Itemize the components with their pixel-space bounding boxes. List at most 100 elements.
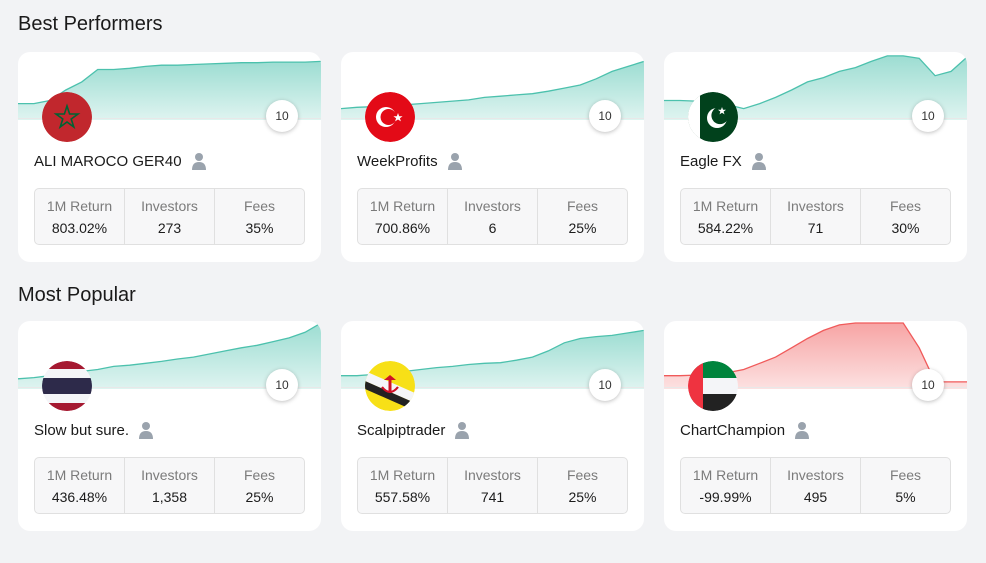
- trader-name[interactable]: Slow but sure.: [34, 421, 130, 439]
- stat-value: 30%: [891, 219, 920, 236]
- risk-score-badge: 10: [912, 100, 944, 132]
- stat-label: 1M Return: [369, 466, 436, 483]
- stat-value: 5%: [895, 488, 916, 505]
- stats-panel: 1M Return -99.99% Investors 495 Fees 5%: [680, 457, 951, 514]
- stat-value: 1,358: [151, 488, 188, 505]
- stat-label: Investors: [464, 197, 521, 214]
- user-icon: [455, 422, 470, 439]
- chart-area: [664, 55, 967, 120]
- stat-1m-return: 1M Return 557.58%: [358, 458, 448, 513]
- stat-value: 584.22%: [697, 219, 754, 236]
- turkey-flag-icon: [365, 92, 415, 142]
- trader-card-ali-maroco-ger40[interactable]: 10 ALI MAROCO GER40 1M Return 803.02% Inv…: [18, 52, 321, 262]
- user-icon: [447, 153, 462, 170]
- stat-label: Investors: [141, 197, 198, 214]
- stat-value: 700.86%: [374, 219, 431, 236]
- pakistan-flag-icon: [688, 92, 738, 142]
- thailand-flag-icon: [42, 361, 92, 411]
- chart-area: [18, 61, 321, 120]
- stat-label: Investors: [787, 197, 844, 214]
- stat-label: Fees: [243, 466, 276, 483]
- stat-fees: Fees 25%: [215, 458, 304, 513]
- stat-fees: Fees 35%: [215, 189, 304, 244]
- stat-fees: Fees 5%: [861, 458, 950, 513]
- risk-score-badge: 10: [266, 100, 298, 132]
- trader-name[interactable]: Eagle FX: [680, 152, 742, 170]
- stat-investors: Investors 741: [448, 458, 538, 513]
- stat-label: 1M Return: [46, 466, 113, 483]
- equity-chart: [18, 60, 321, 120]
- morocco-flag-icon: [42, 92, 92, 142]
- stat-label: Fees: [889, 466, 922, 483]
- stat-value: 436.48%: [51, 488, 108, 505]
- stats-panel: 1M Return 700.86% Investors 6 Fees 25%: [357, 188, 628, 245]
- stat-investors: Investors 6: [448, 189, 538, 244]
- user-icon: [795, 422, 810, 439]
- stat-label: Fees: [566, 466, 599, 483]
- stat-1m-return: 1M Return -99.99%: [681, 458, 771, 513]
- stat-fees: Fees 25%: [538, 458, 627, 513]
- section-title-best-performers: Best Performers: [18, 13, 163, 35]
- trader-name[interactable]: WeekProfits: [357, 152, 438, 170]
- stat-label: 1M Return: [46, 197, 113, 214]
- trader-card-weekprofits[interactable]: 10 WeekProfits 1M Return 700.86% Investor…: [341, 52, 644, 262]
- stats-panel: 1M Return 436.48% Investors 1,358 Fees 25%: [34, 457, 305, 514]
- stat-value: 35%: [245, 219, 274, 236]
- stat-value: 6: [488, 219, 497, 236]
- chart-area: [664, 323, 967, 389]
- stat-label: Investors: [787, 466, 844, 483]
- trader-card-scalpiptrader[interactable]: 10 Scalpiptrader 1M Return 557.58% Invest…: [341, 321, 644, 531]
- stat-investors: Investors 495: [771, 458, 861, 513]
- stat-investors: Investors 273: [125, 189, 215, 244]
- uae-flag-icon: [688, 361, 738, 411]
- stat-label: Investors: [464, 466, 521, 483]
- chart-baseline: [18, 118, 321, 119]
- brunei-flag-icon: [365, 361, 415, 411]
- chart-baseline: [664, 118, 967, 119]
- stat-label: 1M Return: [369, 197, 436, 214]
- stat-fees: Fees 25%: [538, 189, 627, 244]
- stat-value: 273: [157, 219, 182, 236]
- risk-score-badge: 10: [266, 369, 298, 401]
- stat-1m-return: 1M Return 436.48%: [35, 458, 125, 513]
- chart-baseline: [18, 387, 321, 388]
- stat-label: Fees: [566, 197, 599, 214]
- chart-area: [341, 330, 644, 389]
- stat-value: 25%: [245, 488, 274, 505]
- stat-investors: Investors 71: [771, 189, 861, 244]
- stat-value: 25%: [568, 219, 597, 236]
- stat-fees: Fees 30%: [861, 189, 950, 244]
- user-icon: [751, 153, 766, 170]
- stat-value: 71: [807, 219, 824, 236]
- trader-card-slow-but-sure[interactable]: 10 Slow but sure. 1M Return 436.48% Inves…: [18, 321, 321, 531]
- trader-name[interactable]: Scalpiptrader: [357, 421, 446, 439]
- stat-value: 25%: [568, 488, 597, 505]
- stats-panel: 1M Return 557.58% Investors 741 Fees 25%: [357, 457, 628, 514]
- trader-card-eagle-fx[interactable]: 10 Eagle FX 1M Return 584.22% Investors 71…: [664, 52, 967, 262]
- stat-label: Fees: [889, 197, 922, 214]
- stat-label: 1M Return: [692, 197, 759, 214]
- chart-baseline: [341, 118, 644, 119]
- stat-label: Investors: [141, 466, 198, 483]
- stat-value: 803.02%: [51, 219, 108, 236]
- stats-panel: 1M Return 803.02% Investors 273 Fees 35%: [34, 188, 305, 245]
- stat-investors: Investors 1,358: [125, 458, 215, 513]
- user-icon: [139, 422, 154, 439]
- stat-1m-return: 1M Return 584.22%: [681, 189, 771, 244]
- trader-card-chartchampion[interactable]: 10 ChartChampion 1M Return -99.99% Invest…: [664, 321, 967, 531]
- trader-name[interactable]: ALI MAROCO GER40: [34, 152, 182, 170]
- stat-1m-return: 1M Return 700.86%: [358, 189, 448, 244]
- risk-score-badge: 10: [589, 369, 621, 401]
- stat-value: -99.99%: [699, 488, 752, 505]
- stat-label: 1M Return: [692, 466, 759, 483]
- stat-label: Fees: [243, 197, 276, 214]
- stat-value: 557.58%: [374, 488, 431, 505]
- risk-score-badge: 10: [589, 100, 621, 132]
- stats-panel: 1M Return 584.22% Investors 71 Fees 30%: [680, 188, 951, 245]
- chart-line: [18, 60, 321, 105]
- trader-name[interactable]: ChartChampion: [680, 421, 786, 439]
- stat-value: 741: [480, 488, 505, 505]
- chart-area: [18, 323, 321, 389]
- chart-baseline: [664, 387, 967, 388]
- stat-1m-return: 1M Return 803.02%: [35, 189, 125, 244]
